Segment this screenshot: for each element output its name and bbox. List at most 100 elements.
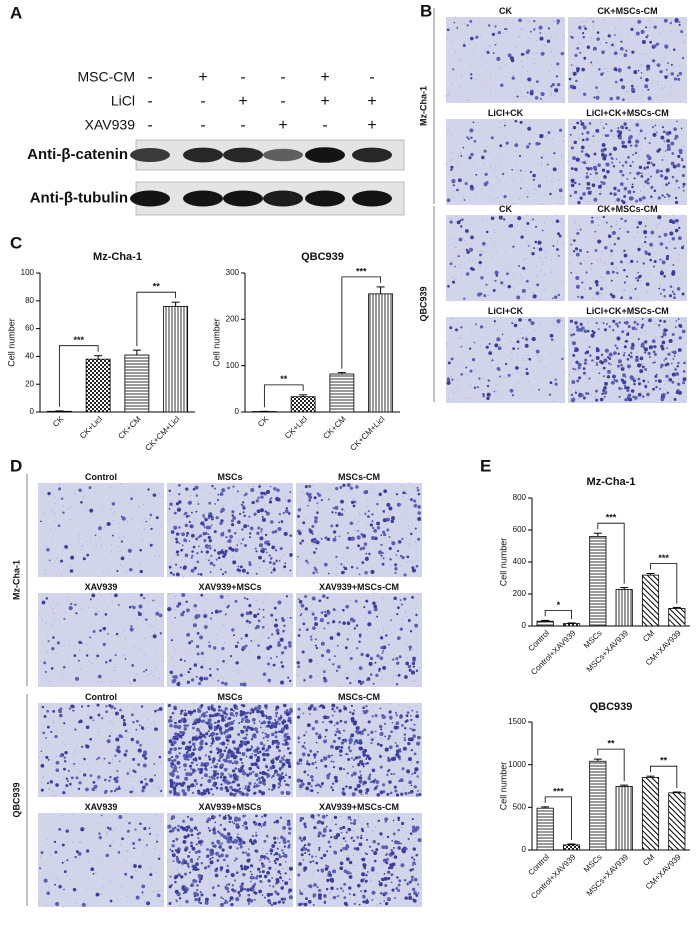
cell-dot: [149, 778, 154, 783]
cell-dot: [208, 722, 213, 727]
background-speck: [252, 485, 254, 487]
background-speck: [458, 263, 460, 266]
background-speck: [526, 358, 528, 360]
cell-dot: [601, 168, 606, 172]
cell-dot: [262, 608, 265, 611]
cell-dot: [119, 708, 122, 712]
background-speck: [591, 348, 593, 350]
cell-dot: [157, 708, 160, 712]
cell-dot: [655, 385, 658, 389]
background-speck: [297, 674, 300, 676]
background-speck: [270, 874, 272, 876]
background-speck: [640, 391, 642, 393]
cell-dot: [652, 387, 656, 391]
cell-dot: [281, 756, 284, 760]
background-speck: [642, 89, 644, 91]
cell-dot: [114, 711, 119, 716]
background-speck: [366, 628, 369, 630]
cell-dot: [626, 358, 630, 361]
background-speck: [664, 383, 666, 385]
cell-dot: [296, 761, 300, 766]
cell-dot: [278, 512, 281, 516]
cell-dot: [367, 610, 372, 615]
cell-dot: [323, 715, 328, 720]
background-speck: [455, 246, 457, 248]
background-speck: [663, 138, 666, 141]
cell-dot: [224, 549, 228, 553]
cell-dot: [350, 774, 354, 777]
background-speck: [453, 190, 455, 192]
background-speck: [283, 749, 285, 752]
background-speck: [657, 223, 659, 225]
cell-dot: [488, 342, 491, 345]
background-speck: [561, 319, 563, 322]
cell-dot: [210, 788, 213, 791]
cell-dot: [191, 791, 195, 794]
cell-dot: [266, 724, 271, 728]
cell-dot: [625, 126, 628, 130]
background-speck: [179, 611, 182, 614]
cell-dot: [175, 899, 177, 901]
cell-dot: [466, 136, 469, 139]
background-speck: [76, 736, 78, 738]
cell-dot: [340, 513, 344, 517]
cell-dot: [285, 712, 290, 717]
background-speck: [354, 529, 356, 532]
cell-dot: [152, 599, 155, 602]
background-speck: [626, 218, 628, 221]
cell-dot: [581, 132, 584, 135]
cell-dot: [390, 772, 393, 775]
background-speck: [317, 709, 319, 711]
cell-dot: [167, 719, 172, 723]
cell-dot: [241, 538, 245, 541]
cell-dot: [217, 679, 220, 682]
cell-dot: [383, 532, 387, 537]
background-speck: [198, 596, 200, 599]
cell-dot: [619, 227, 621, 230]
cell-dot: [407, 664, 412, 669]
cell-dot: [519, 169, 522, 172]
cell-dot: [415, 564, 419, 568]
cell-dot: [281, 762, 286, 767]
background-speck: [494, 231, 496, 234]
background-speck: [244, 731, 247, 733]
cell-dot: [89, 636, 92, 639]
background-speck: [528, 192, 531, 194]
cell-dot: [287, 819, 291, 823]
background-speck: [73, 765, 75, 768]
cell-dot: [667, 352, 671, 356]
background-speck: [639, 190, 642, 193]
cell-dot: [232, 485, 235, 488]
cell-dot: [554, 382, 558, 386]
cell-dot: [40, 750, 43, 753]
cell-dot: [149, 543, 153, 547]
treatment-sign: -: [280, 93, 285, 110]
cell-dot: [252, 770, 255, 774]
cell-dot: [323, 627, 326, 630]
cell-dot: [204, 676, 209, 681]
cell-dot: [499, 144, 503, 148]
cell-dot: [604, 381, 608, 386]
background-speck: [520, 332, 522, 334]
background-speck: [56, 603, 58, 605]
background-speck: [147, 877, 149, 879]
background-speck: [236, 528, 238, 531]
cell-dot: [243, 726, 246, 729]
background-speck: [72, 841, 74, 844]
cell-dot: [332, 530, 337, 534]
cell-dot: [280, 771, 284, 775]
background-speck: [106, 570, 108, 572]
background-speck: [536, 353, 538, 356]
background-speck: [387, 628, 389, 630]
cell-dot: [45, 597, 49, 600]
cell-dot: [257, 704, 262, 709]
background-speck: [155, 842, 157, 845]
cell-dot: [497, 346, 502, 351]
background-speck: [63, 549, 65, 551]
cell-dot: [395, 793, 400, 797]
cell-dot: [109, 775, 112, 779]
cell-dot: [262, 771, 267, 776]
background-speck: [162, 514, 164, 516]
cell-dot: [374, 714, 378, 718]
cell-dot: [276, 741, 281, 746]
